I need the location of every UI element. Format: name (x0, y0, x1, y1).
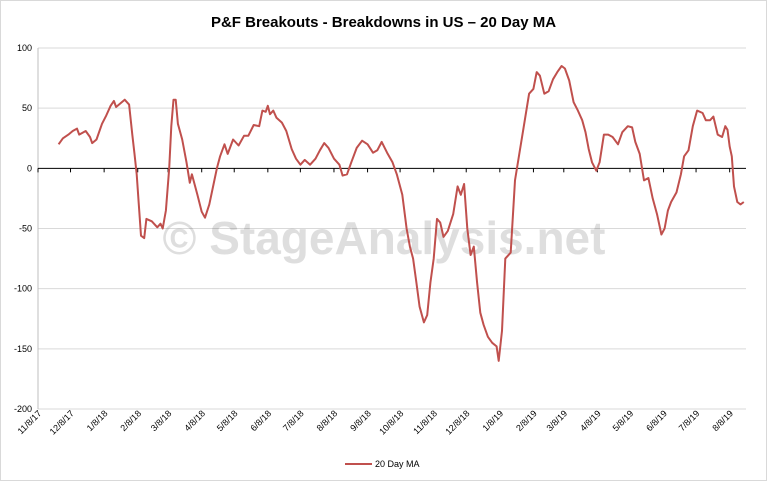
x-axis: 11/8/17 12/8/17 1/8/18 2/8/18 3/8/18 4/8/18 5/… (16, 167, 746, 437)
legend: 20 Day MA (345, 459, 420, 469)
y-tick-label: 100 (17, 43, 32, 53)
y-tick-label: -100 (14, 284, 32, 294)
x-tick-label: 7/8/19 (677, 408, 702, 433)
y-tick-label: -150 (14, 344, 32, 354)
x-tick-label: 12/8/17 (48, 408, 76, 436)
chart-title: P&F Breakouts - Breakdowns in US – 20 Da… (210, 14, 557, 31)
x-tick-label: 3/8/19 (544, 408, 569, 433)
y-tick-label: -50 (19, 224, 32, 234)
y-tick-label: 50 (22, 103, 32, 113)
legend-label: 20 Day MA (375, 459, 420, 469)
x-tick-label: 3/8/18 (149, 408, 174, 433)
x-tick-label: 2/8/19 (514, 408, 539, 433)
x-tick-label: 7/8/18 (281, 408, 306, 433)
watermark: © StageAnalysis.net (163, 212, 606, 264)
x-tick-label: 10/8/18 (377, 408, 405, 436)
x-tick-label: 8/8/18 (315, 408, 340, 433)
x-tick-label: 12/8/18 (443, 408, 471, 436)
x-tick-label: 4/8/18 (182, 408, 207, 433)
x-tick-label: 1/8/19 (480, 408, 505, 433)
x-tick-label: 5/8/18 (215, 408, 240, 433)
x-tick-label: 6/8/18 (248, 408, 273, 433)
series-line-20-day-ma (57, 65, 745, 362)
y-tick-label: 0 (27, 163, 32, 173)
x-tick-label: 2/8/18 (118, 408, 143, 433)
gridlines (38, 47, 746, 410)
y-axis: 100 50 0 -50 -100 -150 -200 (14, 43, 39, 414)
x-tick-label: 5/8/19 (611, 408, 636, 433)
x-tick-label: 8/8/19 (710, 408, 735, 433)
x-tick-label: 4/8/19 (578, 408, 603, 433)
x-tick-label: 11/8/18 (411, 408, 439, 436)
series-layer (57, 65, 745, 362)
x-tick-label: 9/8/18 (348, 408, 373, 433)
x-tick-label: 1/8/18 (85, 408, 110, 433)
y-tick-label: -200 (14, 404, 32, 414)
x-tick-label: 6/8/19 (644, 408, 669, 433)
